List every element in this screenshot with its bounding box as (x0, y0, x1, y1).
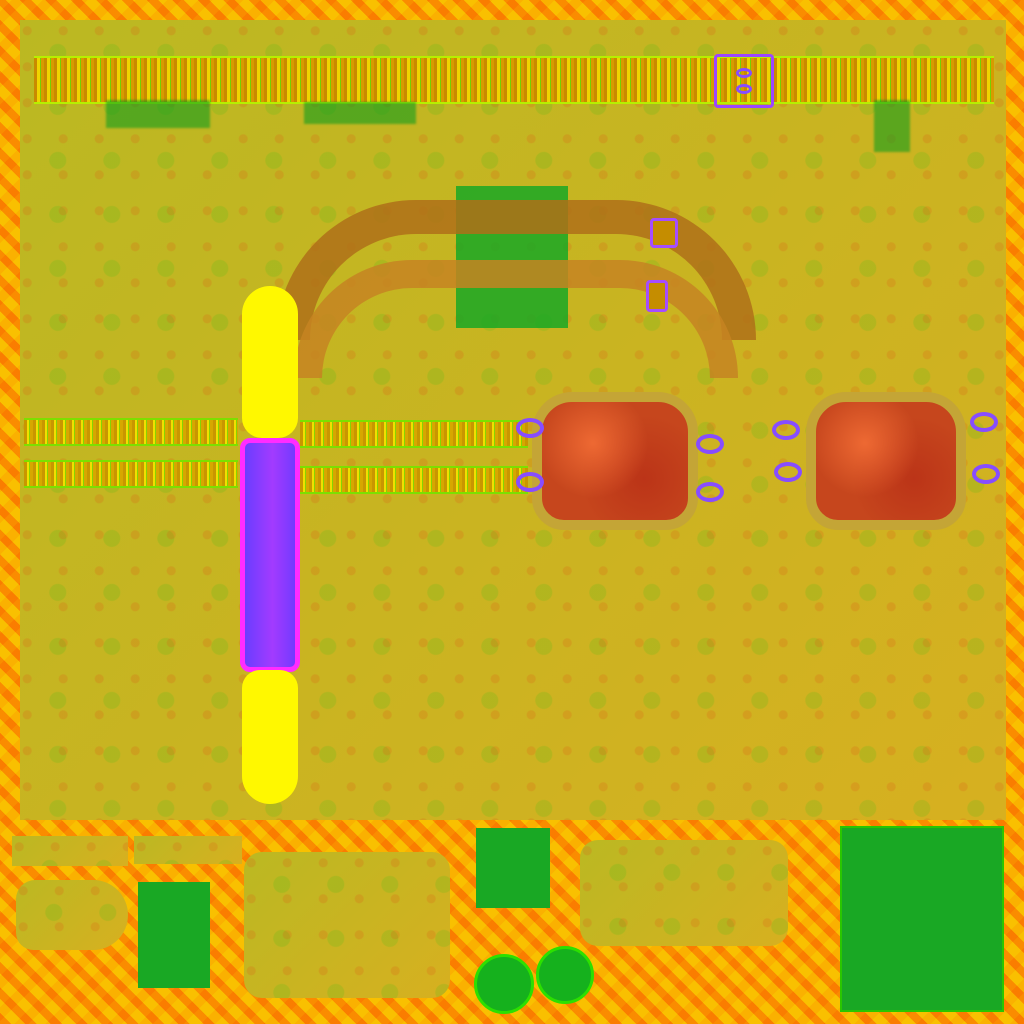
right-goggle-lens (806, 392, 966, 530)
bottom-left-piece-3 (16, 880, 128, 950)
bottom-green-square-left (138, 882, 210, 988)
lower-arch-strap (294, 260, 738, 378)
top-strap (34, 56, 994, 104)
left-goggle-lens (532, 392, 698, 530)
lens-clip-4 (696, 482, 724, 502)
left-horizontal-strap-2 (24, 460, 238, 488)
bottom-green-square-center (476, 828, 550, 908)
bottom-circle-right (536, 946, 594, 1004)
pocket-top-yellow (242, 286, 298, 438)
bottom-right-green-panel (840, 826, 1004, 1012)
top-buckle (714, 54, 774, 108)
top-buckle-ring-2 (736, 84, 752, 94)
bottom-left-piece-1 (12, 836, 128, 866)
top-buckle-ring-1 (736, 68, 752, 78)
left-top-shadow (106, 100, 210, 128)
arch-clip-1 (650, 218, 678, 248)
lens-clip-2 (516, 472, 544, 492)
lens-clip-3 (696, 434, 724, 454)
left-horizontal-strap-1 (24, 418, 238, 446)
mid-top-shadow (304, 102, 416, 124)
center-horizontal-strap-2 (300, 466, 528, 494)
pocket-bottom-yellow (242, 670, 298, 804)
lens-clip-1 (516, 418, 544, 438)
pocket-zipper-panel (240, 438, 300, 672)
lens-clip-5 (772, 420, 800, 440)
bottom-center-piece-2 (580, 840, 788, 946)
bottom-circle-left (474, 954, 534, 1014)
lens-clip-6 (774, 462, 802, 482)
arch-clip-2 (646, 280, 668, 312)
right-top-shadow (874, 100, 910, 152)
center-horizontal-strap-1 (300, 420, 528, 448)
bottom-left-piece-2 (134, 836, 242, 864)
lens-clip-8 (972, 464, 1000, 484)
bottom-center-piece-1 (244, 852, 450, 998)
lens-clip-7 (970, 412, 998, 432)
